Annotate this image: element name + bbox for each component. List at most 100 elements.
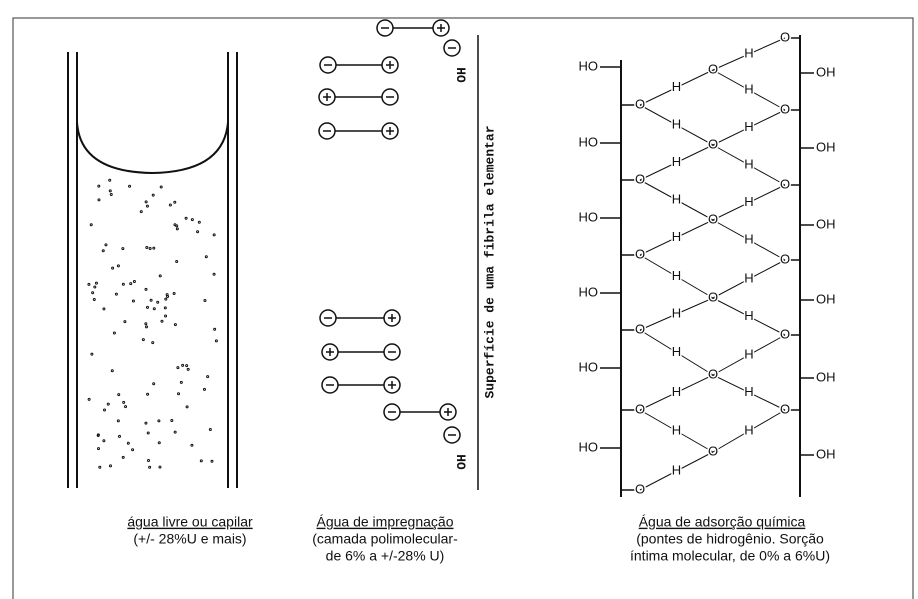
dot (146, 431, 150, 435)
dot (132, 280, 136, 284)
hydrogen: H (672, 462, 681, 477)
oxygen: O (708, 443, 718, 458)
dot (175, 227, 179, 231)
dot (197, 220, 201, 224)
dot (164, 314, 168, 318)
dot (203, 299, 207, 303)
oxygen: O (780, 251, 790, 266)
charge (432, 19, 450, 37)
dot (164, 297, 168, 301)
dot (148, 246, 152, 250)
dot (104, 243, 108, 247)
dot (117, 393, 121, 397)
dot (98, 465, 102, 469)
charge (383, 403, 401, 421)
dot (144, 287, 148, 291)
dot (93, 285, 97, 289)
hydrogen: H (744, 119, 753, 134)
charge (321, 376, 339, 394)
oxygen: O (635, 246, 645, 261)
dot (186, 367, 190, 371)
dot (121, 455, 125, 459)
dot (108, 178, 112, 182)
oxygen: O (780, 29, 790, 44)
hydrogen-bond (639, 219, 714, 256)
dot (102, 307, 106, 311)
hydrogen: H (672, 384, 681, 399)
hydrogen-bond (712, 297, 786, 336)
dot (177, 392, 181, 396)
hydrogen: H (744, 45, 753, 60)
hydrogen: H (672, 305, 681, 320)
hydroxyl: HO (579, 209, 599, 224)
charge (381, 56, 399, 74)
hydroxyl: OH (816, 446, 836, 461)
hydroxyl: HO (579, 58, 599, 73)
hydrogen: H (672, 191, 681, 206)
hydrogen-bond (639, 179, 714, 221)
dot (103, 408, 107, 412)
oxygen: O (708, 211, 718, 226)
hydroxyl: HO (579, 284, 599, 299)
dipoles (318, 19, 461, 444)
oxygen: O (635, 321, 645, 336)
dot (179, 380, 183, 384)
charge (381, 122, 399, 140)
dot (152, 382, 156, 386)
hydrogen-bond (639, 374, 714, 411)
dot (121, 282, 125, 286)
hydroxyl: OH (454, 454, 469, 470)
dot (165, 293, 169, 297)
dot (152, 246, 156, 250)
hydrogen: H (744, 156, 753, 171)
dot (146, 392, 150, 396)
charge (318, 122, 336, 140)
dot (148, 465, 152, 469)
hydroxyl: OH (816, 291, 836, 306)
dot (90, 352, 94, 356)
dot (173, 223, 177, 227)
dot (199, 459, 203, 463)
oxygen: O (780, 326, 790, 341)
dot (158, 274, 162, 278)
hydroxyl: OH (816, 369, 836, 384)
oxygen: O (635, 401, 645, 416)
oxygen: O (708, 136, 718, 151)
hydroxyl: OH (454, 67, 469, 83)
charge (381, 88, 399, 106)
dot (196, 230, 200, 234)
dot (210, 459, 214, 463)
oxygen: O (780, 101, 790, 116)
dot (206, 375, 210, 379)
dot (116, 419, 120, 423)
charge (439, 403, 457, 421)
charge (383, 309, 401, 327)
dot (156, 300, 160, 304)
hydrogen-bond (639, 329, 714, 376)
dot (208, 428, 212, 432)
dot (110, 369, 114, 373)
charge (383, 343, 401, 361)
hydrogen: H (672, 344, 681, 359)
hydroxyl: OH (816, 64, 836, 79)
charge (383, 376, 401, 394)
dot (176, 366, 180, 370)
dot (97, 184, 101, 188)
hydrogen-bond (712, 37, 786, 71)
dot (101, 249, 105, 253)
dot (89, 223, 93, 227)
dot (147, 458, 151, 462)
charge (376, 19, 394, 37)
dot (91, 291, 95, 295)
hydrogen: H (744, 308, 753, 323)
dot (126, 441, 130, 445)
dot (144, 322, 148, 326)
dot (124, 405, 128, 409)
water-dots (87, 178, 218, 469)
dot (109, 193, 113, 197)
hydrogen-bond (712, 259, 786, 299)
dot (129, 282, 133, 286)
dot (213, 327, 217, 331)
dot (112, 331, 116, 335)
dot (97, 447, 101, 451)
